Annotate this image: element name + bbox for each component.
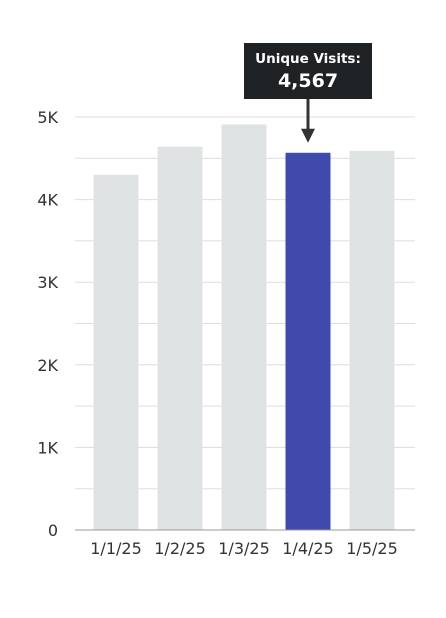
tooltip-title: Unique Visits: (255, 51, 361, 67)
y-tick-label: 2K (37, 356, 58, 375)
y-tick-label: 1K (37, 438, 58, 457)
bar-1-5-25[interactable] (349, 150, 395, 530)
x-tick-label: 1/4/25 (282, 539, 334, 558)
y-tick-label: 3K (37, 273, 58, 292)
x-tick-label: 1/5/25 (346, 539, 398, 558)
bar-1-1-25[interactable] (93, 174, 139, 530)
x-axis-tick-labels: 1/1/25 1/2/25 1/3/25 1/4/25 1/5/25 (90, 539, 398, 558)
x-tick-label: 1/3/25 (218, 539, 270, 558)
tooltip-box (244, 43, 372, 99)
x-tick-label: 1/1/25 (90, 539, 142, 558)
y-tick-label: 4K (37, 191, 58, 210)
x-tick-label: 1/2/25 (154, 539, 206, 558)
tooltip-arrow-icon (301, 128, 315, 143)
tooltip-value: 4,567 (278, 70, 338, 92)
bar-1-3-25[interactable] (221, 124, 267, 531)
y-axis-tick-labels: 0 1K 2K 3K 4K 5K (37, 108, 58, 540)
y-tick-label: 5K (37, 108, 58, 127)
bars (93, 124, 395, 531)
y-tick-label: 0 (48, 521, 58, 540)
tooltip: Unique Visits: 4,567 (244, 43, 372, 143)
bar-1-2-25[interactable] (157, 146, 203, 530)
bar-1-4-25[interactable] (285, 152, 331, 530)
